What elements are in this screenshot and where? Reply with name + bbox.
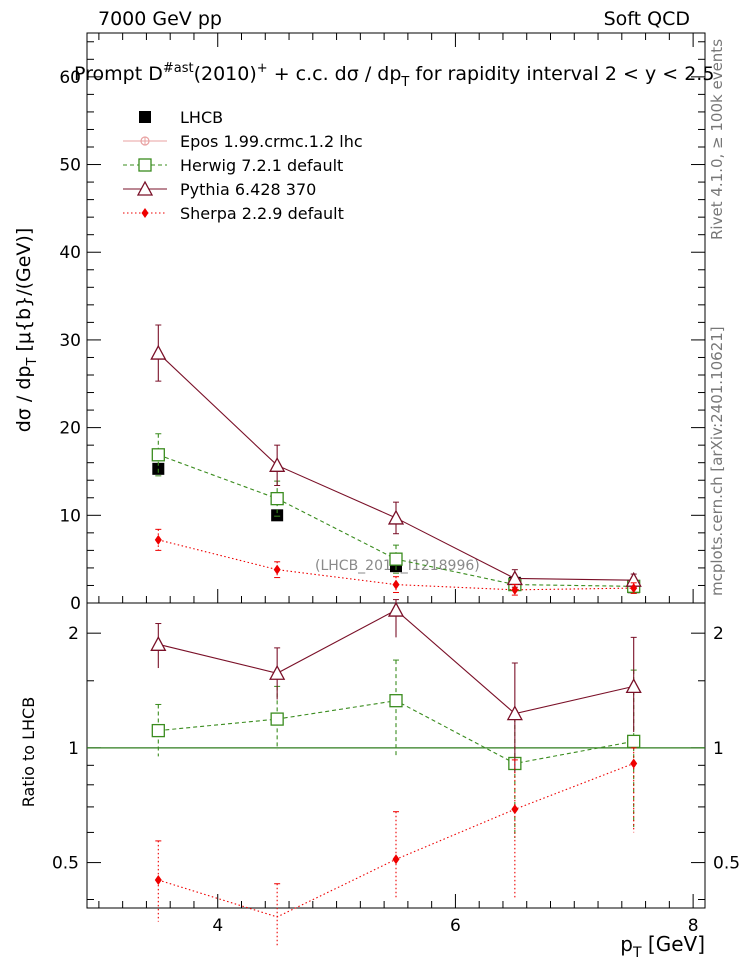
- main-plot: 0 10 20 30 40 50 60: [59, 32, 706, 614]
- pythia-ratio-point: [150, 635, 167, 651]
- sherpa-ratio-point: [154, 875, 162, 886]
- legend-item-pythia: Pythia 6.428 370: [123, 180, 316, 199]
- pythia-ratio-point: [269, 664, 286, 680]
- legend-item-sherpa: Sherpa 2.2.9 default: [123, 204, 344, 223]
- herwig-legend-label: Herwig 7.2.1 default: [180, 156, 343, 175]
- epos-legend-marker: [140, 136, 150, 146]
- chart-title: Prompt D#ast(2010)+ + c.c. dσ / dpT for …: [74, 61, 714, 90]
- pythia-ratio-point: [387, 601, 405, 617]
- ratio-xtick-label: 8: [688, 916, 699, 936]
- ratio-xtick-label: 4: [212, 916, 223, 936]
- pythia-legend-label: Pythia 6.428 370: [180, 180, 316, 199]
- sherpa-ratio-point: [630, 758, 638, 769]
- ratio-series-pythia: [150, 599, 642, 773]
- pythia-point: [269, 456, 286, 472]
- sherpa-legend-marker: [141, 208, 149, 218]
- x-axis-label: pT [GeV]: [620, 932, 705, 961]
- sherpa-line: [158, 539, 634, 591]
- sherpa-point: [154, 534, 162, 545]
- series-sherpa: [154, 528, 638, 596]
- sherpa-point: [630, 583, 638, 594]
- ratio-ytick-label: 2: [68, 624, 79, 644]
- ratio-y-axis-label: Ratio to LHCB: [19, 697, 38, 807]
- main-ytick-label: 30: [59, 331, 81, 351]
- herwig-point: [389, 552, 403, 566]
- herwig-ratio-point: [627, 734, 641, 749]
- herwig-ratio-point: [270, 712, 284, 726]
- herwig-ratio-point: [389, 694, 403, 708]
- lhcb-legend-marker: [139, 111, 151, 123]
- pythia-point: [387, 509, 405, 525]
- ratio-ytick-label-right: 0.5: [713, 854, 740, 874]
- herwig-point: [270, 491, 284, 506]
- main-ytick-label: 40: [59, 243, 81, 263]
- main-ytick-label: 60: [59, 68, 81, 88]
- ratio-ytick-label-right: 2: [713, 624, 724, 644]
- main-ytick-label: 0: [70, 594, 81, 614]
- rivet-version-label: Rivet 4.1.0, ≥ 100k events: [708, 39, 726, 240]
- legend-item-lhcb: LHCB: [139, 108, 223, 127]
- legend-item-herwig: Herwig 7.2.1 default: [123, 156, 343, 175]
- ratio-series-sherpa: [154, 747, 638, 948]
- category-label: Soft QCD: [604, 8, 690, 30]
- sherpa-ratio-point: [392, 854, 400, 865]
- main-ytick-label: 20: [59, 419, 81, 439]
- pythia-ratio-point: [625, 678, 642, 694]
- herwig-legend-marker: [138, 158, 152, 172]
- sherpa-legend-label: Sherpa 2.2.9 default: [180, 204, 344, 223]
- ratio-ytick-label-right: 1: [713, 739, 724, 759]
- pythia-ratio-point: [506, 705, 523, 721]
- ratio-xtick-label: 6: [450, 916, 461, 936]
- legend: LHCB Epos 1.99.crmc.1.2 lhc Herwig 7.2.1 d…: [123, 108, 363, 223]
- main-ytick-label: 50: [59, 156, 81, 176]
- mcplots-label: mcplots.cern.ch [arXiv:2401.10621]: [708, 326, 726, 596]
- ratio-plot: 4 6 8 0.5 0.5 1 1 2 2: [52, 599, 740, 948]
- main-ytick-label: 10: [59, 506, 81, 526]
- y-axis-label: dσ / dpT [μ{b}/(GeV)]: [13, 228, 40, 433]
- sherpa-point: [273, 564, 281, 575]
- lhcb-legend-label: LHCB: [180, 108, 223, 127]
- herwig-ratio-point: [151, 723, 165, 738]
- pythia-point: [150, 344, 167, 360]
- energy-label: 7000 GeV pp: [98, 8, 222, 30]
- epos-legend-label: Epos 1.99.crmc.1.2 lhc: [180, 132, 363, 151]
- lhcb-point: [271, 509, 284, 522]
- sherpa-ratio-point: [511, 804, 519, 815]
- sherpa-point: [511, 584, 519, 595]
- ratio-ytick-label: 1: [68, 739, 79, 759]
- legend-item-epos: Epos 1.99.crmc.1.2 lhc: [123, 132, 363, 151]
- pythia-legend-marker: [136, 180, 154, 196]
- ratio-ytick-label: 0.5: [52, 854, 79, 874]
- herwig-point: [151, 448, 165, 462]
- sherpa-point: [392, 579, 400, 590]
